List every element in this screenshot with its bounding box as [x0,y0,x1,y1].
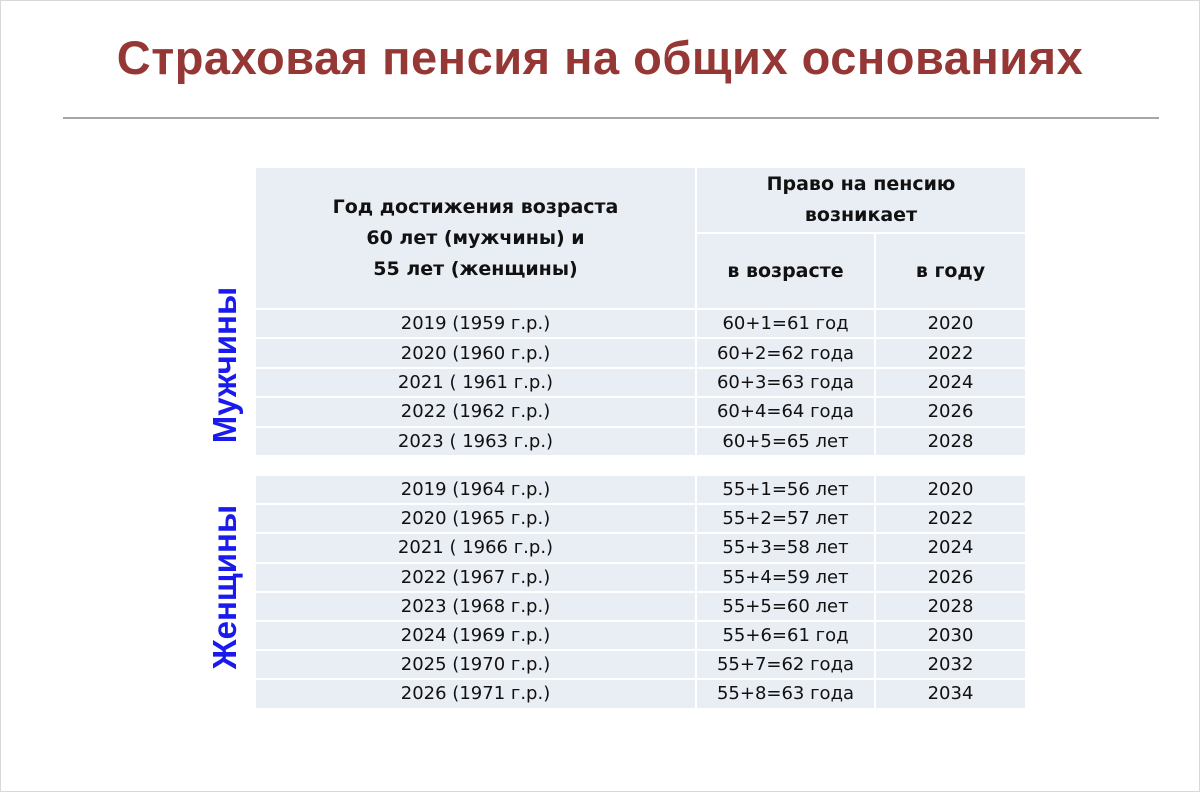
pension-age-cell: 55+5=60 лет [697,592,874,620]
pension-year-cell: 2020 [876,310,1025,338]
year-reached-cell: 2022 (1962 г.р.) [256,398,695,426]
year-reached-cell: 2020 (1960 г.р.) [256,339,695,367]
pension-age-cell: 55+4=59 лет [697,563,874,591]
year-reached-cell: 2019 (1959 г.р.) [256,310,695,338]
men-label: Мужчины [206,286,243,444]
pension-age-cell: 60+4=64 года [697,398,874,426]
year-reached-cell: 2024 (1969 г.р.) [256,622,695,650]
year-reached-cell: 2020 (1965 г.р.) [256,505,695,533]
header-at-age: в возрасте [697,234,874,308]
header-line: Право на пенсию [766,173,956,195]
pension-year-cell: 2030 [876,622,1025,650]
pension-age-cell: 55+6=61 год [697,622,874,650]
pension-age-cell: 55+8=63 года [697,680,874,708]
year-reached-cell: 2022 (1967 г.р.) [256,563,695,591]
pension-year-cell: 2026 [876,398,1025,426]
pension-age-cell: 60+2=62 года [697,339,874,367]
header-line: возникает [804,204,918,226]
pension-year-cell: 2034 [876,680,1025,708]
pension-age-cell: 55+2=57 лет [697,505,874,533]
year-reached-cell: 2026 (1971 г.р.) [256,680,695,708]
header-year-reached: Год достижения возраста 60 лет (мужчины)… [256,168,695,308]
title-divider [63,117,1159,119]
pension-year-cell: 2028 [876,592,1025,620]
pension-age-cell: 60+3=63 года [697,368,874,397]
women-label: Женщины [206,504,243,670]
year-reached-cell: 2023 ( 1963 г.р.) [256,427,695,455]
header-in-year: в году [876,234,1025,308]
pension-age-cell: 55+7=62 года [697,651,874,679]
pension-age-cell: 55+1=56 лет [697,476,874,504]
pension-year-cell: 2022 [876,505,1025,533]
pension-year-cell: 2026 [876,563,1025,591]
pension-year-cell: 2028 [876,427,1025,455]
year-reached-cell: 2021 ( 1966 г.р.) [256,534,695,562]
header-line: 55 лет (женщины) [373,257,578,280]
header-line: 60 лет (мужчины) и [366,226,585,249]
pension-age-cell: 60+1=61 год [697,310,874,338]
pension-year-cell: 2022 [876,339,1025,367]
pension-year-cell: 2032 [876,651,1025,679]
pension-age-cell: 60+5=65 лет [697,427,874,455]
slide-title: Страховая пенсия на общих основаниях [116,31,1084,84]
year-reached-cell: 2019 (1964 г.р.) [256,476,695,504]
year-reached-cell: 2021 ( 1961 г.р.) [256,368,695,397]
header-right-arises: Право на пенсию возникает [697,168,1025,232]
year-reached-cell: 2023 (1968 г.р.) [256,592,695,620]
pension-year-cell: 2024 [876,368,1025,397]
header-line: Год достижения возраста [332,195,619,218]
year-reached-cell: 2025 (1970 г.р.) [256,651,695,679]
pension-age-cell: 55+3=58 лет [697,534,874,562]
pension-year-cell: 2024 [876,534,1025,562]
pension-year-cell: 2020 [876,476,1025,504]
